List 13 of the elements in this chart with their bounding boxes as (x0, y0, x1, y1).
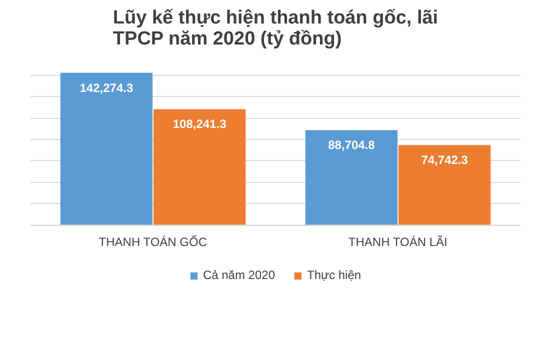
legend-label: Thực hiện (306, 268, 362, 282)
data-label: 142,274.3 (80, 80, 134, 95)
x-tick-label: THANH TOÁN LÃI (348, 235, 448, 250)
data-label: 88,704.8 (328, 138, 376, 152)
x-tick-label: THANH TOÁN GỐC (98, 235, 208, 250)
data-label: 74,742.3 (421, 153, 468, 168)
bar (398, 145, 491, 226)
chart-title: Lũy kế thực hiện thanh toán gốc, lãi TPCP năm 2020 (tỷ đồng) (112, 8, 438, 50)
bar (60, 72, 153, 226)
legend-label: Cả năm 2020 (202, 268, 275, 282)
bar (153, 109, 246, 226)
bar (305, 130, 398, 226)
data-label: 108,241.3 (172, 117, 227, 132)
